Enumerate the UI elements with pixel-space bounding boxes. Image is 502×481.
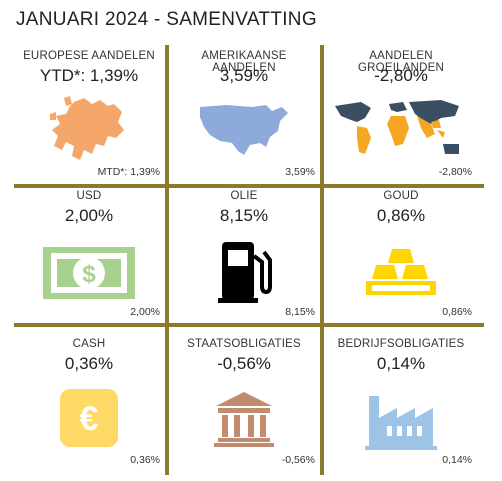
factory-icon — [326, 384, 476, 456]
gold-bars-icon — [326, 238, 476, 304]
page-title: JANUARI 2024 - SAMENVATTING — [16, 9, 317, 30]
cell-footnote: 0,36% — [130, 454, 160, 466]
cell-european-equities: EUROPESE AANDELEN YTD*: 1,39% MTD*: 1,39… — [14, 50, 164, 180]
euro-coin-icon: € — [14, 382, 164, 454]
cell-footnote: -0,56% — [281, 454, 315, 466]
cell-emerging-equities: AANDELEN GROEILANDEN -2,80% -2,80% — [326, 50, 476, 180]
cell-value: -0,56% — [217, 354, 271, 373]
world-map-icon — [326, 90, 476, 170]
cell-value: YTD*: 1,39% — [39, 66, 139, 85]
grid-divider — [165, 45, 169, 475]
cell-label: GOUD — [383, 190, 419, 202]
cell-gold: GOUD 0,86% 0,86% — [326, 190, 476, 320]
usa-map-icon — [169, 90, 319, 170]
svg-text:€: € — [80, 400, 99, 438]
cell-us-equities: AMERIKAANSE AANDELEN 3,59% 3,59% — [169, 50, 319, 180]
cell-value: 0,86% — [376, 206, 426, 225]
cell-label: AANDELEN GROEILANDEN — [358, 50, 444, 74]
grid-divider — [320, 45, 324, 475]
cell-label: EUROPESE AANDELEN — [23, 50, 155, 62]
cell-footnote: 3,59% — [285, 166, 315, 178]
cell-value: 0,36% — [64, 354, 114, 373]
fuel-pump-icon — [169, 236, 319, 308]
cell-government-bonds: STAATSOBLIGATIES -0,56% -0,56% — [169, 338, 319, 468]
cell-value: 2,00% — [64, 206, 114, 225]
europe-map-icon — [14, 90, 164, 170]
cell-label: BEDRIJFSOBLIGATIES — [337, 338, 465, 350]
cell-footnote: 0,86% — [442, 306, 472, 318]
cell-usd: USD 2,00% $ 2,00% — [14, 190, 164, 320]
grid-divider — [14, 323, 484, 327]
cell-value: -2,80% — [374, 66, 428, 85]
cell-footnote: 8,15% — [285, 306, 315, 318]
cell-label: OLIE — [230, 190, 258, 202]
svg-text:$: $ — [82, 261, 96, 288]
grid-divider — [14, 184, 484, 188]
cell-oil: OLIE 8,15% 8,15% — [169, 190, 319, 320]
cell-label: AMERIKAANSE AANDELEN — [201, 50, 287, 74]
cell-footnote: 2,00% — [130, 306, 160, 318]
cell-value: 0,14% — [376, 354, 426, 373]
dollar-bill-icon: $ — [14, 238, 164, 308]
cell-footnote: 0,14% — [442, 454, 472, 466]
cell-label: USD — [76, 190, 102, 202]
cell-footnote: -2,80% — [438, 166, 472, 178]
cell-footnote: MTD*: 1,39% — [97, 166, 160, 178]
cell-cash: CASH 0,36% € 0,36% — [14, 338, 164, 468]
cell-label: STAATSOBLIGATIES — [187, 338, 301, 350]
government-building-icon — [169, 382, 319, 454]
cell-value: 3,59% — [219, 66, 269, 85]
cell-label: CASH — [72, 338, 106, 350]
cell-value: 8,15% — [219, 206, 269, 225]
cell-corporate-bonds: BEDRIJFSOBLIGATIES 0,14% 0,14% — [326, 338, 476, 468]
